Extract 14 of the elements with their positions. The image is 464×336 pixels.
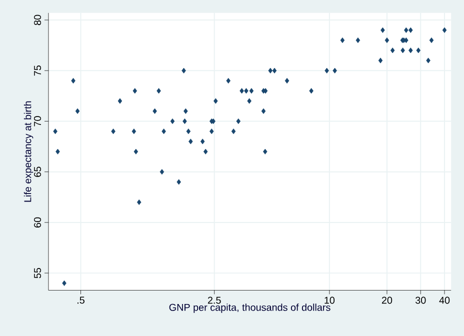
- x-tick-label: 10: [324, 296, 335, 304]
- x-tick-label: 2.5: [208, 296, 221, 304]
- y-tick-label: 65: [34, 166, 42, 177]
- y-tick-label: 55: [34, 268, 42, 278]
- y-tick-label: 60: [34, 217, 42, 228]
- x-tick-label: 30: [415, 296, 426, 304]
- y-tick-label: 75: [34, 66, 42, 76]
- y-tick-label: 70: [34, 116, 42, 126]
- y-tick-label: 80: [34, 14, 42, 26]
- x-tick-label: .5: [78, 296, 84, 304]
- y-axis-title: Life expectancy at birth: [24, 101, 34, 202]
- x-tick-label: 20: [382, 296, 392, 304]
- x-axis-title: GNP per capita, thousands of dollars: [169, 304, 330, 313]
- x-tick-label: 40: [439, 296, 450, 304]
